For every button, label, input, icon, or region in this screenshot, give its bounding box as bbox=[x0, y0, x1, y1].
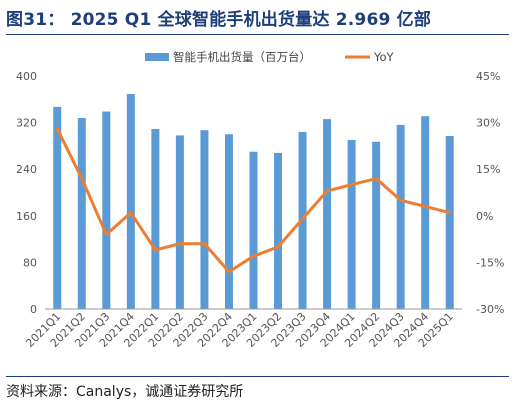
bar-2022Q1 bbox=[151, 129, 160, 309]
yoy-point-2021Q1 bbox=[55, 127, 59, 131]
page-title: 图31： 2025 Q1 全球智能手机出货量达 2.969 亿部 bbox=[6, 10, 432, 30]
bar-2024Q4 bbox=[421, 116, 430, 309]
yoy-point-2022Q4 bbox=[227, 270, 231, 274]
yoy-point-2022Q2 bbox=[178, 242, 182, 246]
yoy-point-2024Q2 bbox=[374, 176, 378, 181]
left-tick-label: 80 bbox=[23, 256, 37, 269]
yoy-point-2025Q1 bbox=[448, 211, 452, 215]
bar-2025Q1 bbox=[445, 135, 454, 309]
yoy-point-2023Q4 bbox=[325, 189, 329, 193]
yoy-point-2021Q2 bbox=[80, 176, 84, 181]
legend-bar-label: 智能手机出货量（百万台） bbox=[173, 50, 311, 64]
right-tick-label: 0% bbox=[476, 210, 493, 223]
bar-series bbox=[53, 94, 454, 310]
bar-2022Q2 bbox=[175, 135, 184, 309]
yoy-point-2021Q4 bbox=[129, 211, 133, 215]
right-axis: -30% -15% 0% 15% 30% 45% bbox=[476, 70, 504, 316]
line-series bbox=[55, 127, 452, 274]
bar-2021Q3 bbox=[102, 111, 111, 309]
bar-2022Q3 bbox=[200, 130, 209, 309]
source-note: 资料来源：Canalys，诚通证券研究所 bbox=[6, 384, 244, 400]
bar-2023Q4 bbox=[323, 119, 332, 309]
x-axis: 2021Q12021Q22021Q32021Q42022Q12022Q22022… bbox=[23, 308, 462, 350]
right-tick-label: -15% bbox=[476, 256, 504, 269]
yoy-point-2024Q3 bbox=[399, 198, 403, 202]
bar-2021Q2 bbox=[77, 117, 86, 309]
yoy-point-2021Q3 bbox=[104, 232, 108, 237]
bar-2023Q2 bbox=[274, 152, 283, 309]
right-tick-label: -30% bbox=[476, 303, 504, 316]
right-tick-label: 45% bbox=[476, 70, 500, 83]
left-tick-label: 240 bbox=[16, 163, 37, 176]
left-tick-label: 0 bbox=[30, 303, 37, 316]
yoy-point-2022Q1 bbox=[153, 248, 157, 252]
yoy-point-2023Q3 bbox=[300, 217, 305, 221]
bar-2021Q1 bbox=[53, 106, 62, 309]
left-tick-label: 400 bbox=[16, 70, 37, 83]
footer-divider bbox=[6, 376, 509, 377]
bar-2021Q4 bbox=[126, 94, 135, 310]
right-tick-label: 30% bbox=[476, 117, 500, 130]
right-tick-label: 15% bbox=[476, 163, 500, 176]
yoy-point-2023Q1 bbox=[251, 254, 256, 258]
bar-2024Q1 bbox=[347, 140, 356, 309]
title-divider bbox=[6, 34, 509, 35]
left-axis: 0 80 160 240 320 400 bbox=[16, 70, 37, 316]
yoy-point-2022Q3 bbox=[202, 242, 207, 246]
left-tick-label: 160 bbox=[16, 210, 37, 223]
yoy-point-2024Q1 bbox=[350, 183, 354, 187]
yoy-point-2023Q2 bbox=[276, 245, 280, 249]
bar-2024Q3 bbox=[396, 124, 405, 310]
legend-line-label: YoY bbox=[373, 50, 395, 64]
legend-bar-swatch bbox=[145, 53, 169, 61]
bar-2024Q2 bbox=[372, 141, 381, 309]
legend: 智能手机出货量（百万台） YoY bbox=[145, 50, 395, 64]
left-tick-label: 320 bbox=[16, 117, 37, 130]
bar-2022Q4 bbox=[224, 134, 233, 309]
yoy-point-2024Q4 bbox=[423, 204, 427, 209]
bar-2023Q1 bbox=[249, 151, 258, 309]
